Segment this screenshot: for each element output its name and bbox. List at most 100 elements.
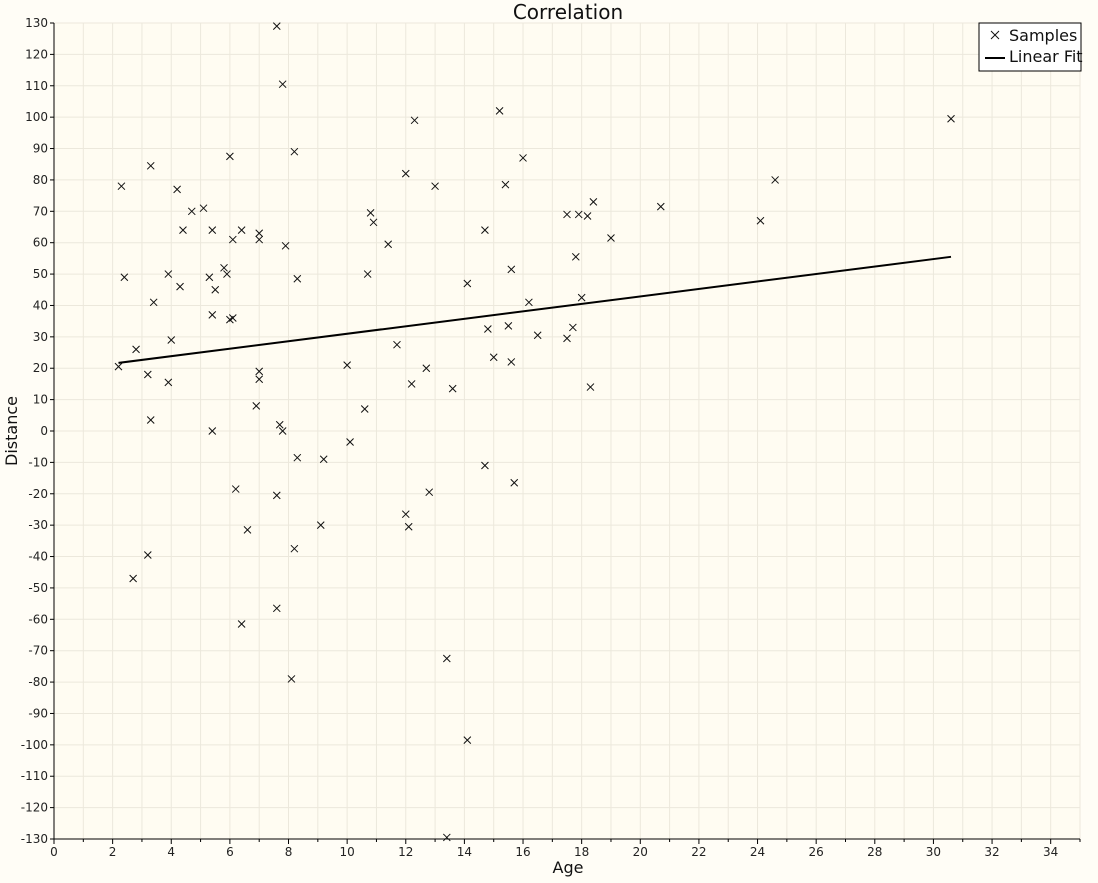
sample-point — [771, 176, 779, 184]
sample-point — [756, 216, 765, 225]
x-tick-label: 16 — [515, 845, 530, 859]
sample-point — [208, 311, 217, 319]
sample-point — [179, 226, 187, 234]
y-tick-label: -70 — [28, 644, 48, 658]
sample-point — [360, 405, 369, 413]
sample-point — [319, 455, 328, 464]
sample-point — [143, 551, 152, 559]
x-tick-label: 6 — [226, 845, 234, 859]
sample-point — [287, 675, 296, 683]
sample-point — [272, 604, 281, 613]
sample-point — [231, 485, 240, 493]
y-tick-label: 30 — [33, 330, 48, 344]
sample-point — [187, 207, 196, 216]
sample-point — [519, 154, 527, 162]
legend-samples-icon — [990, 30, 1000, 40]
sample-point — [495, 107, 504, 115]
sample-point — [293, 274, 302, 283]
sample-point — [290, 147, 299, 156]
x-axis-ticks: 0 2 4 6 8 10 12 14 16 18 20 22 24 26 28 30 32 34 — [50, 839, 1081, 859]
sample-point — [422, 364, 431, 373]
x-tick-label: 34 — [1043, 845, 1058, 859]
sample-point — [275, 420, 284, 429]
sample-point — [384, 240, 393, 249]
y-tick-label: 120 — [25, 47, 48, 61]
sample-point — [237, 226, 246, 234]
sample-point — [278, 80, 287, 89]
y-tick-label: 70 — [33, 204, 48, 218]
y-tick-label: 50 — [33, 267, 48, 281]
sample-point — [366, 209, 375, 217]
x-tick-label: 0 — [50, 845, 58, 859]
legend: Samples Linear Fit — [978, 22, 1083, 72]
sample-point — [143, 370, 152, 379]
sample-point — [407, 380, 416, 388]
sample-point — [272, 22, 281, 30]
sample-point — [199, 204, 208, 213]
sample-point — [255, 229, 264, 238]
sample-point — [393, 340, 401, 349]
sample-point — [255, 235, 264, 244]
sample-point — [563, 210, 571, 219]
samples-series — [114, 22, 955, 842]
sample-point — [223, 270, 231, 278]
sample-point — [114, 362, 123, 371]
sample-point — [569, 323, 577, 332]
x-tick-label: 22 — [691, 845, 706, 859]
y-tick-label: 100 — [25, 110, 48, 124]
sample-point — [463, 279, 472, 288]
sample-point — [607, 234, 615, 242]
chart-title: Correlation — [513, 0, 623, 24]
sample-point — [431, 182, 439, 191]
x-tick-label: 14 — [457, 845, 472, 859]
y-tick-label: 40 — [33, 298, 48, 312]
x-tick-label: 28 — [867, 845, 882, 859]
y-tick-label: 0 — [40, 424, 48, 438]
sample-point — [501, 180, 510, 189]
x-tick-label: 12 — [398, 845, 413, 859]
x-tick-label: 2 — [109, 845, 117, 859]
sample-point — [442, 654, 451, 663]
sample-point — [211, 285, 220, 294]
sample-point — [228, 314, 237, 322]
y-tick-label: -40 — [28, 550, 48, 564]
sample-point — [510, 478, 519, 487]
y-tick-label: 110 — [25, 79, 48, 93]
sample-point — [483, 325, 492, 333]
sample-point — [504, 322, 513, 330]
y-tick-label: -60 — [28, 612, 48, 626]
sample-point — [363, 270, 372, 278]
sample-point — [293, 453, 302, 462]
sample-point — [226, 152, 234, 161]
x-tick-label: 32 — [984, 845, 999, 859]
legend-box — [978, 22, 1082, 72]
sample-point — [290, 544, 299, 553]
sample-point — [164, 270, 173, 278]
x-tick-label: 20 — [633, 845, 648, 859]
y-tick-label: 10 — [33, 393, 48, 407]
y-tick-label: -10 — [28, 455, 48, 469]
y-tick-label: -90 — [28, 706, 48, 720]
sample-point — [463, 736, 472, 744]
x-tick-label: 24 — [750, 845, 765, 859]
sample-point — [205, 273, 214, 282]
y-axis-title: Distance — [2, 396, 21, 466]
y-tick-label: -100 — [21, 738, 48, 752]
sample-point — [278, 427, 287, 435]
y-tick-label: -130 — [21, 832, 48, 846]
sample-point — [173, 185, 181, 194]
y-tick-label: -20 — [28, 487, 48, 501]
y-axis-ticks: -130-120-110-100-90-80-70-60-50-40-30-20… — [21, 16, 54, 846]
sample-point — [533, 331, 542, 340]
x-axis-title: Age — [553, 858, 584, 877]
sample-point — [281, 241, 290, 250]
y-tick-label: -80 — [28, 675, 48, 689]
sample-point — [243, 526, 252, 534]
sample-point — [146, 161, 155, 170]
sample-point — [481, 461, 489, 470]
y-tick-label: 60 — [33, 236, 48, 250]
y-tick-label: -30 — [28, 518, 48, 532]
y-tick-label: 130 — [25, 16, 48, 30]
x-tick-label: 4 — [167, 845, 175, 859]
